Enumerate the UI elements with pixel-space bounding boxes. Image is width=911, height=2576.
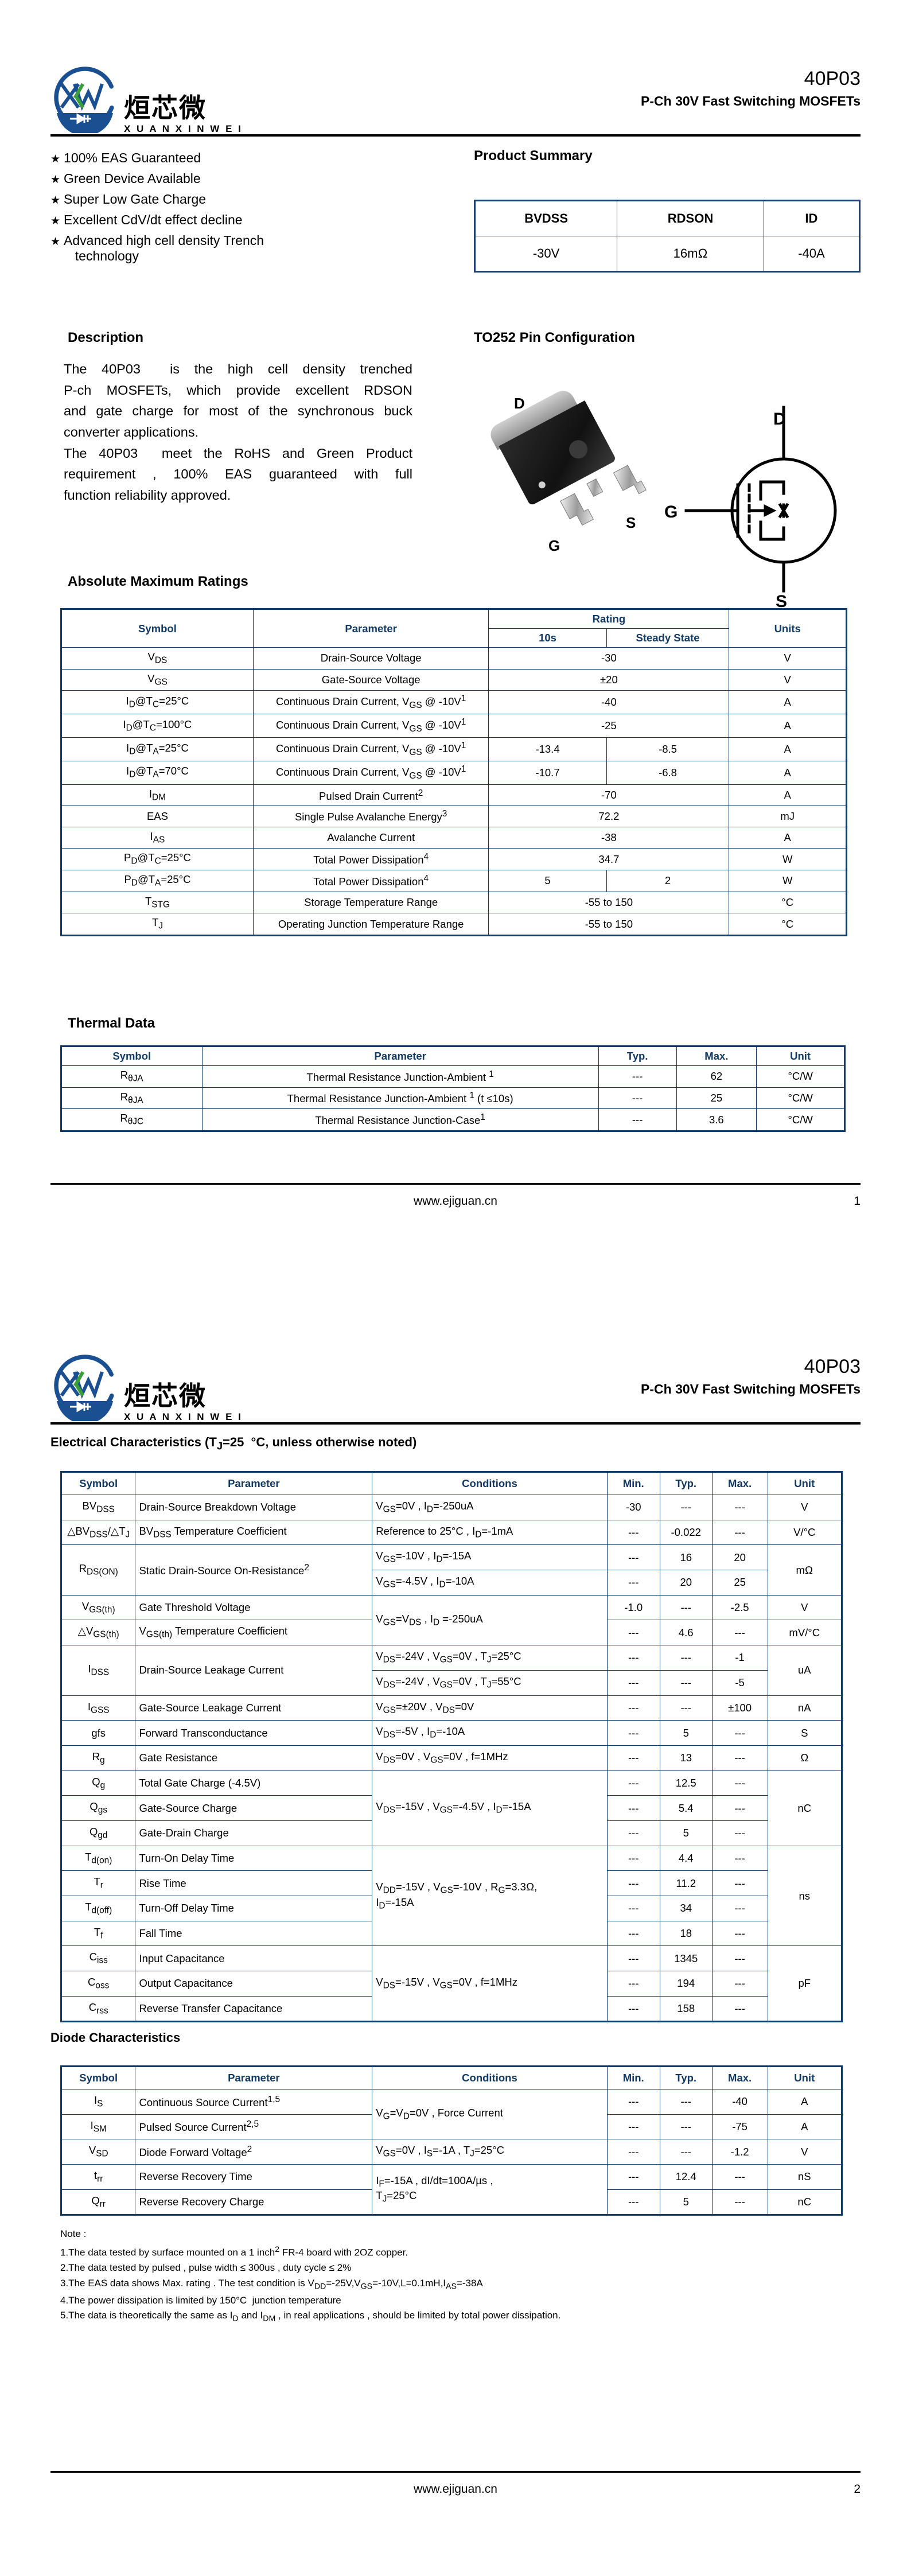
svg-text:S: S xyxy=(776,592,787,611)
svg-text:G: G xyxy=(664,503,678,522)
svg-text:D: D xyxy=(514,395,525,412)
svg-text:D: D xyxy=(773,410,786,429)
svg-text:烜芯微: 烜芯微 xyxy=(124,1381,207,1411)
svg-text:烜芯微: 烜芯微 xyxy=(124,93,207,123)
svg-text:G: G xyxy=(548,537,560,554)
svg-text:X U A N X I N W E I: X U A N X I N W E I xyxy=(124,1411,243,1421)
svg-text:S: S xyxy=(626,514,636,531)
svg-text:X U A N X I N W E I: X U A N X I N W E I xyxy=(124,123,243,133)
